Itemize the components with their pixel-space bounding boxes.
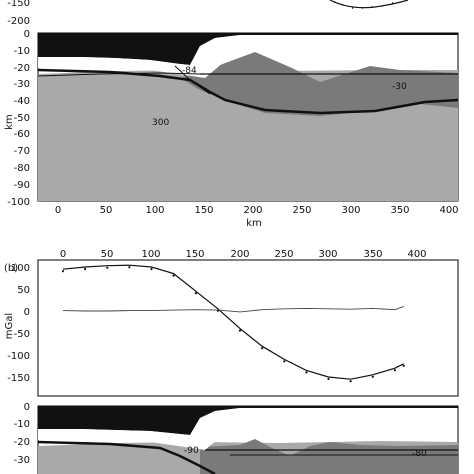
gravity-observed-point <box>194 292 197 295</box>
panel-a: -84 -30 300 -150 -200 0 -10 -20 -30 -40 … <box>4 0 459 229</box>
panel-b-y-tick: 100 <box>11 263 30 274</box>
panel-b-x-axis-top: 0 50 100 150 200 250 300 350 400 <box>60 249 427 260</box>
panel-a-y-tick: -10 <box>14 46 30 57</box>
gravity-observed-point <box>327 377 330 381</box>
panel-a-x-label: km <box>246 218 262 229</box>
panel-b-model-y-tick: -30 <box>14 455 30 466</box>
panel-b-white-band <box>38 408 250 450</box>
panel-b-annotation-90: -90 <box>184 446 199 456</box>
panel-b-tag: (b) <box>4 263 18 274</box>
panel-b-x-tick: 150 <box>185 249 204 260</box>
panel-a-x-tick: 100 <box>145 205 164 216</box>
panel-b-x-tick: 300 <box>318 249 337 260</box>
panel-b-boundary-line <box>37 440 216 474</box>
panel-a-y-tick: -100 <box>7 197 30 208</box>
panel-a-y-tick: -200 <box>7 16 30 27</box>
panel-a-y-tick: -40 <box>14 96 30 107</box>
gravity-observed-point <box>371 375 374 378</box>
gravity-observed-point <box>305 371 308 374</box>
panel-a-x-tick: 350 <box>390 205 409 216</box>
panel-b-model-y-axis: 0 -10 -20 -30 <box>14 402 30 466</box>
panel-b-gravity-frame <box>37 259 459 397</box>
panel-b-y-tick: 0 <box>24 307 30 318</box>
panel-b-y-axis: 100 50 0 -50 -100 -150 <box>7 263 30 384</box>
gravity-observed-point <box>150 267 153 271</box>
panel-b-x-tick: 400 <box>407 249 426 260</box>
panel-b-y-tick: 50 <box>17 285 30 296</box>
panel-a-y-tick: 0 <box>24 29 30 40</box>
panel-a-x-tick: 400 <box>439 205 458 216</box>
panel-a-y-tick: -80 <box>14 163 30 174</box>
panel-a-x-tick: 250 <box>292 205 311 216</box>
panel-b-model-y-tick: 0 <box>24 402 30 413</box>
panel-b-annotation-80: -80 <box>412 449 427 459</box>
gravity-observed-point <box>84 267 87 271</box>
gravity-observed-point <box>349 380 352 383</box>
panel-b-x-tick: 50 <box>101 249 114 260</box>
panel-a-y-tick: -70 <box>14 146 30 157</box>
panel-b-x-tick: 100 <box>141 249 160 260</box>
panel-a-dark-wedge <box>180 52 458 116</box>
panel-a-x-tick: 300 <box>341 205 360 216</box>
panel-b-x-tick: 0 <box>60 249 66 260</box>
panel-a-y-tick: -20 <box>14 63 30 74</box>
panel-a-y-tick: -60 <box>14 129 30 140</box>
gravity-observed-point <box>283 360 286 363</box>
panel-a-black-layer <box>38 33 458 65</box>
panel-a-lower-line <box>37 72 201 77</box>
panel-a-y-label: km <box>4 114 15 130</box>
panel-b-x-tick: 200 <box>230 249 249 260</box>
gravity-chart-series <box>61 264 405 383</box>
panel-a-y-tick: -90 <box>14 180 30 191</box>
panel-a-y-axis: -150 -200 0 -10 -20 -30 -40 -50 -60 -70 … <box>7 0 30 208</box>
panel-a-x-tick: 200 <box>243 205 262 216</box>
panel-a-boundary-line <box>37 68 459 115</box>
panel-a-gravity-points <box>334 1 393 9</box>
panel-a-x-tick: 0 <box>55 205 61 216</box>
panel-a-x-tick: 150 <box>194 205 213 216</box>
panel-b-x-tick: 250 <box>274 249 293 260</box>
panel-b-x-tick: 350 <box>363 249 382 260</box>
gravity-observed-point <box>106 266 109 269</box>
gravity-observed-point <box>402 364 405 367</box>
gravity-series-line-1 <box>62 264 404 380</box>
gravity-observed-point <box>172 274 175 277</box>
panel-a-y-tick: -150 <box>7 0 30 9</box>
gravity-observed-point <box>393 369 396 372</box>
panel-b-black-layer <box>38 406 458 435</box>
panel-a-gravity-curve <box>329 0 409 9</box>
panel-b-y-label: mGal <box>4 313 15 339</box>
panel-a-thin-line <box>174 65 211 95</box>
gravity-observed-point <box>261 347 264 350</box>
panel-b-y-tick: -100 <box>7 351 30 362</box>
panel-b-dark-wedge <box>200 439 458 474</box>
panel-b-model-y-tick: -10 <box>14 419 30 430</box>
panel-a-y-tick: -30 <box>14 79 30 90</box>
panel-b-y-tick: -50 <box>14 329 30 340</box>
panel-a-x-tick: 50 <box>100 205 113 216</box>
gravity-observed-point <box>61 270 65 273</box>
panel-a-annotation-30: -30 <box>392 82 407 92</box>
panel-b-y-tick: -150 <box>7 373 30 384</box>
panel-a-y-tick: -50 <box>14 113 30 124</box>
panel-b: (b) 0 50 100 150 200 250 300 350 400 100… <box>4 249 459 474</box>
panel-a-annotation-300: 300 <box>152 118 169 128</box>
panel-b-model-y-tick: -20 <box>14 437 30 448</box>
gravity-observed-point <box>238 329 242 332</box>
gravity-series-line-2 <box>62 306 404 313</box>
panel-a-annotation-84: -84 <box>182 66 197 76</box>
panel-a-x-axis: 0 50 100 150 200 250 300 350 400 <box>55 205 459 216</box>
panel-a-white-band <box>38 35 250 78</box>
gravity-observed-point <box>128 266 131 269</box>
